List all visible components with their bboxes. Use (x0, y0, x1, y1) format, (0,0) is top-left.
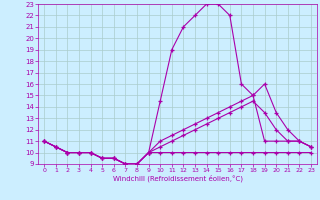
X-axis label: Windchill (Refroidissement éolien,°C): Windchill (Refroidissement éolien,°C) (113, 175, 243, 182)
